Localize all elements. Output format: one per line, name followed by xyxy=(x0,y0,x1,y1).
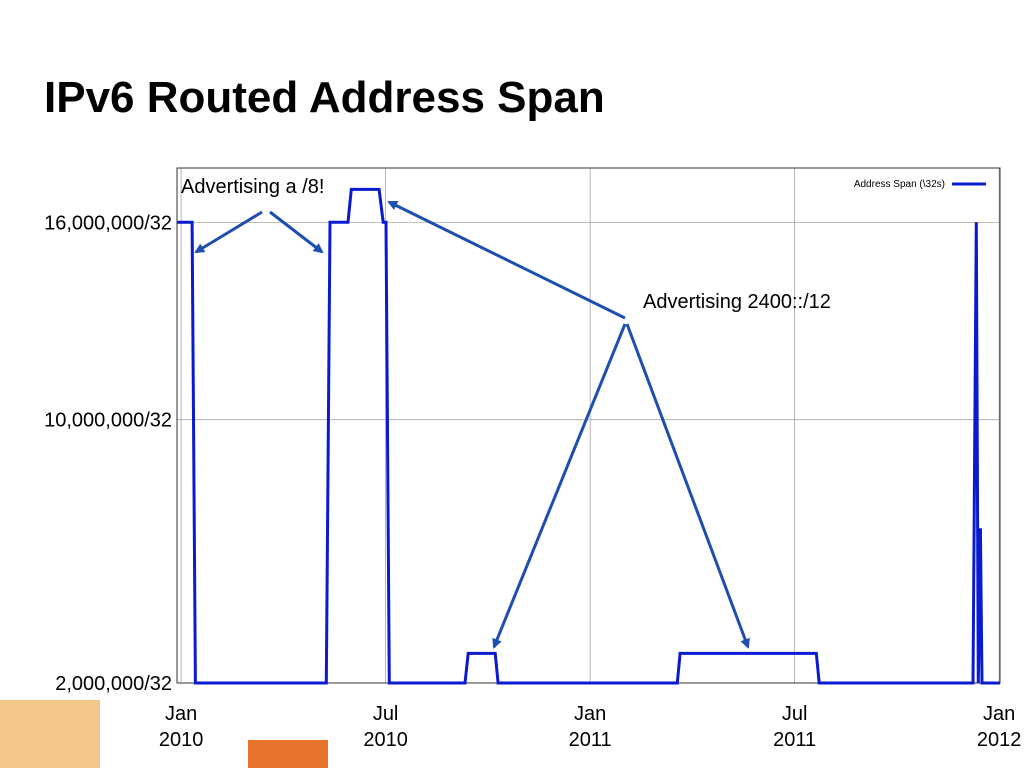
annotation: Advertising 2400::/12 xyxy=(643,291,831,313)
chart-title: IPv6 Routed Address Span xyxy=(44,73,605,122)
annotation: Advertising a /8! xyxy=(181,176,324,198)
arrow xyxy=(269,210,324,254)
plot xyxy=(177,187,1000,685)
x-tick-label: Jul 2011 xyxy=(773,703,816,751)
y-tick-label: 10,000,000/32 xyxy=(44,410,172,432)
x-tick-label: Jan 2012 xyxy=(977,703,1022,751)
y-tick-label: 16,000,000/32 xyxy=(44,212,172,234)
data-line xyxy=(177,187,1000,685)
arrow xyxy=(387,200,626,320)
decoration xyxy=(0,700,100,768)
arrow xyxy=(194,210,263,254)
arrow xyxy=(492,323,627,649)
arrow xyxy=(625,323,750,649)
decoration xyxy=(248,740,328,768)
x-tick-label: Jan 2011 xyxy=(569,703,612,751)
plot-frame xyxy=(176,167,1001,684)
x-tick-label: Jul 2010 xyxy=(363,703,408,751)
arrows xyxy=(194,200,750,649)
grid xyxy=(177,168,1000,684)
x-tick-label: Jan 2010 xyxy=(159,703,204,751)
legend-label: Address Span (\32s) xyxy=(854,179,945,190)
y-tick-label: 2,000,000/32 xyxy=(55,673,172,695)
footer-decoration xyxy=(0,700,328,768)
